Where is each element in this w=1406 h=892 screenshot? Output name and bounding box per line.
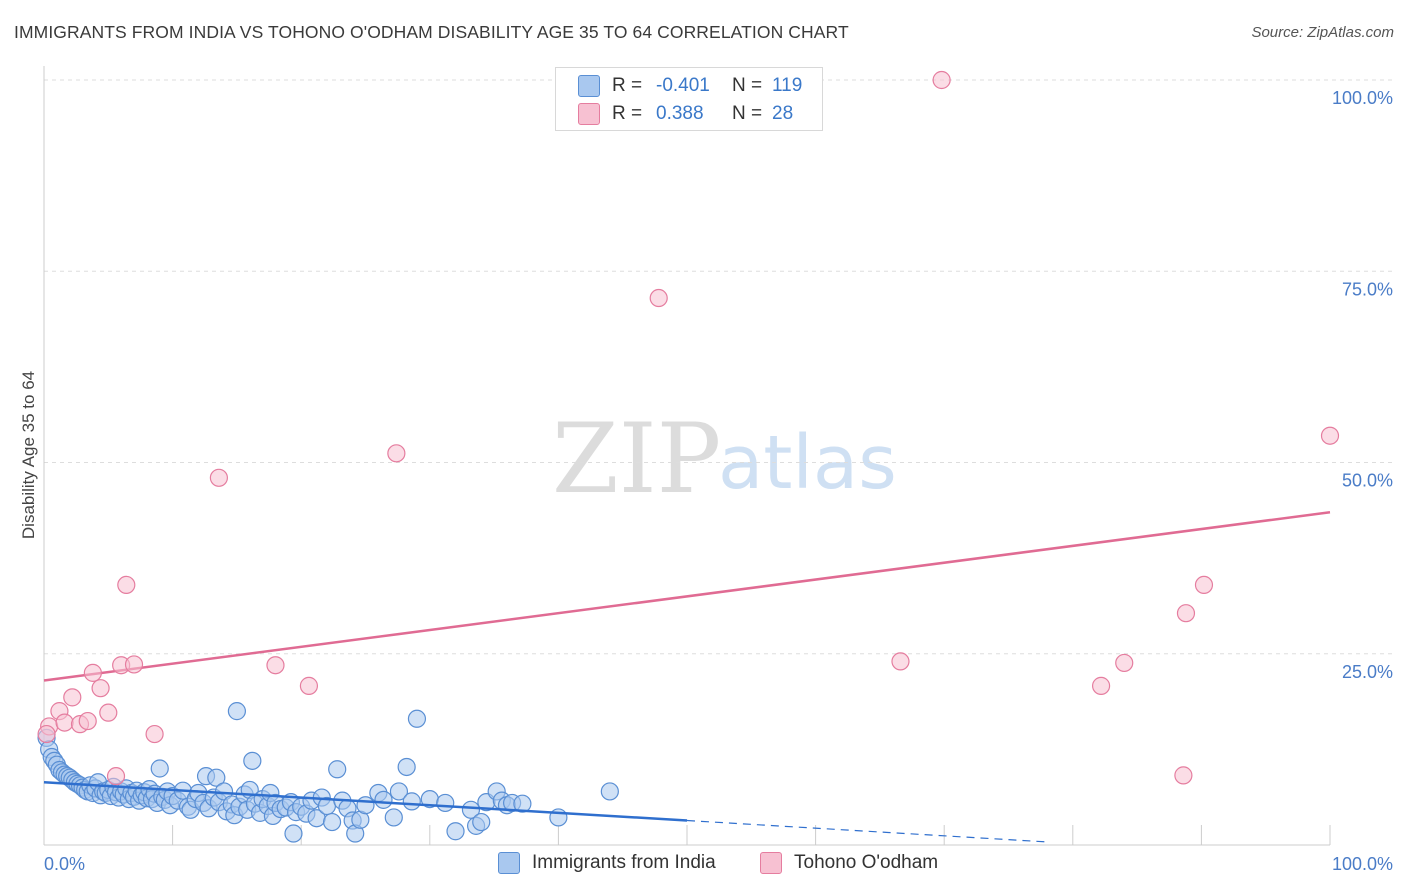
tohono-point — [891, 652, 910, 671]
axes — [43, 66, 1331, 846]
tohono-point — [63, 688, 82, 707]
tohono-point — [1091, 676, 1111, 695]
watermark: ZIP atlas — [552, 403, 897, 515]
y-axis-label: Disability Age 35 to 64 — [19, 371, 38, 539]
india-point — [322, 812, 342, 832]
tohono-point — [78, 711, 97, 731]
india-point — [472, 812, 491, 832]
tohono-point — [932, 70, 951, 90]
tohono-point — [1194, 575, 1214, 595]
tohono-point — [91, 679, 110, 698]
tohono-point — [1320, 426, 1340, 445]
x-tick-label: 100.0% — [1332, 854, 1393, 874]
india-trend-line — [43, 781, 1048, 843]
tohono-legend-label: Tohono O'odham — [794, 852, 939, 873]
tohono-point — [1115, 653, 1134, 673]
source-label: Source: ZipAtlas.com — [1251, 24, 1394, 41]
india-point — [446, 822, 465, 841]
india-point — [402, 792, 421, 811]
y-tick-label: 100.0% — [1332, 88, 1393, 108]
tohono-point — [649, 288, 668, 308]
india-point — [227, 702, 246, 721]
tohono-point — [145, 724, 164, 744]
india-point — [207, 768, 226, 787]
india-point — [243, 751, 262, 770]
y-tick-label: 25.0% — [1342, 662, 1393, 682]
tohono-point — [124, 655, 144, 674]
grid-lines — [44, 79, 1392, 655]
tohono-point — [37, 724, 56, 744]
india-point — [284, 824, 303, 843]
india-trend-segment — [43, 781, 688, 822]
tohono-trend-segment — [43, 510, 1331, 682]
tohono-point — [83, 663, 102, 682]
legend-n-value: 119 — [772, 75, 803, 96]
y-tick-label: 50.0% — [1342, 471, 1393, 491]
x-tick-label: 0.0% — [44, 854, 85, 874]
tohono-point — [266, 656, 285, 675]
india-point — [513, 794, 532, 813]
x-tick-labels: 0.0% 100.0% — [44, 854, 1393, 874]
india-point — [150, 759, 169, 778]
tohono-legend-swatch — [760, 852, 782, 874]
y-tick-labels: 100.0% 75.0% 50.0% 25.0% — [1332, 88, 1393, 682]
legend-r-label: R = — [612, 75, 643, 96]
tohono-swatch — [578, 103, 600, 125]
india-point — [389, 782, 409, 801]
tohono-point — [387, 444, 406, 463]
india-trend-extension — [686, 819, 1048, 843]
legend-r-value: 0.388 — [656, 103, 704, 124]
tohono-point — [299, 676, 319, 695]
india-point — [407, 709, 427, 728]
india-point — [436, 793, 455, 813]
legend-n-label: N = — [732, 75, 763, 96]
y-tick-label: 75.0% — [1342, 279, 1393, 299]
tohono-point — [99, 703, 118, 722]
tohono-point — [117, 575, 136, 595]
tohono-trend-line — [43, 510, 1331, 682]
india-point — [384, 808, 403, 827]
india-legend-swatch — [498, 852, 520, 874]
legend-n-value: 28 — [772, 103, 794, 124]
legend-r-label: R = — [612, 103, 643, 124]
india-point — [356, 796, 375, 815]
legend-item-tohono: Tohono O'odham — [760, 852, 938, 874]
india-point — [461, 800, 481, 819]
india-point — [397, 757, 416, 777]
legend-item-india: Immigrants from India — [498, 852, 716, 874]
legend-n-label: N = — [732, 103, 763, 124]
tohono-point — [106, 767, 126, 786]
india-point — [374, 790, 393, 809]
tohono-point — [1174, 766, 1193, 785]
india-point — [600, 782, 619, 801]
chart-title: IMMIGRANTS FROM INDIA VS TOHONO O'ODHAM … — [14, 22, 849, 42]
tohono-points — [37, 70, 1340, 786]
tohono-point — [55, 713, 74, 732]
legend-r-value: -0.401 — [656, 75, 710, 96]
correlation-legend: R = -0.401 N = 119 R = 0.388 N = 28 — [555, 67, 823, 131]
tohono-point — [209, 468, 228, 487]
india-swatch — [578, 75, 600, 97]
india-points — [37, 702, 619, 843]
tohono-point — [1176, 604, 1196, 623]
india-point — [328, 760, 347, 779]
india-legend-label: Immigrants from India — [532, 852, 716, 873]
watermark-zip: ZIP — [552, 403, 721, 515]
